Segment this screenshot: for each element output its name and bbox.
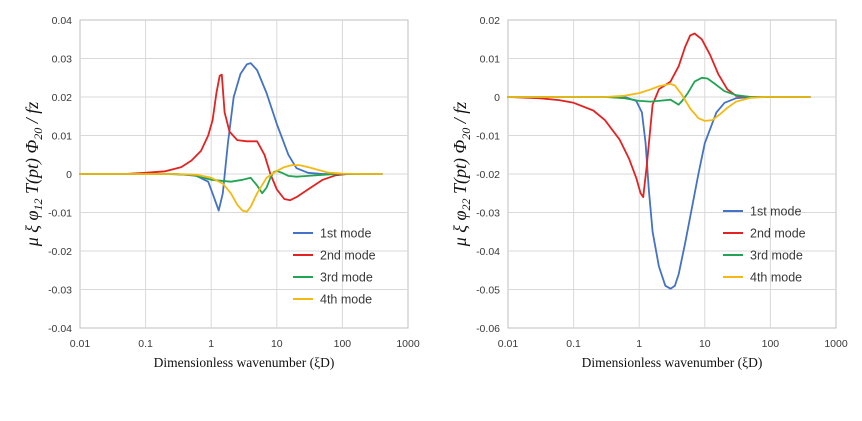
y-tick-label: 0.01	[52, 131, 73, 143]
y-tick-label: -0.06	[476, 323, 500, 335]
y-axis-title-part: /	[22, 116, 42, 128]
legend: 1st mode 2nd mode 3rd mode 4th mode	[293, 227, 376, 307]
y-tick-label: -0.03	[476, 208, 500, 220]
x-axis-title: Dimensionless wavenumber (ξD)	[582, 355, 763, 370]
x-tick-label: 100	[334, 338, 352, 350]
y-axis-title-part: ξ	[22, 225, 42, 238]
y-axis-title-part: Φ	[450, 140, 470, 159]
y-tick-label: -0.03	[48, 285, 72, 297]
y-tick-label: -0.04	[476, 246, 500, 258]
y-axis-title-part: ξ	[450, 225, 470, 238]
x-tick-label: 0.1	[566, 338, 581, 350]
y-axis-title-part: φ	[450, 210, 470, 225]
y-tick-label: -0.01	[476, 131, 500, 143]
y-axis-title-part: Φ	[22, 140, 42, 159]
y-axis-title-subscript: 12	[31, 199, 45, 211]
chart-panel-2: 0.01 0.1 1 10 100 1000 0.02 0.01 0 -0.01 -0.02 -0.0…	[450, 15, 848, 370]
y-axis-title-part: T(pt)	[450, 158, 471, 199]
y-tick-label: 0.04	[52, 15, 73, 27]
y-tick-label: 0.02	[480, 15, 501, 27]
series-line-2nd-mode	[79, 73, 383, 202]
legend-label: 4th mode	[750, 271, 802, 285]
y-axis-title-part: fz	[450, 102, 470, 119]
y-axis-title: μ ξ φ22 T(pt) Φ20 / fz	[450, 102, 473, 247]
legend-label: 3rd mode	[320, 271, 373, 285]
y-axis-title-subscript: 22	[459, 199, 473, 211]
series-line-3rd-mode	[507, 76, 811, 106]
y-tick-label: 0.01	[480, 54, 501, 66]
y-tick-label: -0.02	[476, 169, 500, 181]
y-axis-title-part: φ	[22, 210, 42, 225]
legend-label: 2nd mode	[320, 249, 376, 263]
y-axis-title-part: T(pt)	[22, 158, 43, 199]
y-tick-label: -0.02	[48, 246, 72, 258]
legend-label: 2nd mode	[750, 227, 806, 241]
x-tick-label: 0.01	[498, 338, 519, 350]
legend: 1st mode 2nd mode 3rd mode 4th mode	[723, 205, 806, 285]
y-axis-title-part: fz	[22, 102, 42, 119]
x-tick-label: 1	[636, 338, 642, 350]
legend-label: 3rd mode	[750, 249, 803, 263]
x-tick-label: 1	[208, 338, 214, 350]
x-axis-title: Dimensionless wavenumber (ξD)	[154, 355, 335, 370]
x-tick-label: 10	[271, 338, 283, 350]
x-tick-label: 0.1	[138, 338, 153, 350]
legend-label: 1st mode	[320, 227, 371, 241]
legend-label: 4th mode	[320, 293, 372, 307]
chart-panel-1: 0.01 0.1 1 10 100 1000 0.04 0.03 0.02 0.01 0 -0.01 -…	[22, 15, 420, 370]
series-line-4th-mode	[507, 83, 811, 122]
x-tick-label: 0.01	[70, 338, 91, 350]
x-tick-label: 10	[699, 338, 711, 350]
y-tick-label: -0.05	[476, 285, 500, 297]
y-tick-label: 0.03	[52, 54, 73, 66]
y-axis-title-subscript: 20	[459, 128, 473, 140]
y-tick-label: 0	[66, 169, 72, 181]
y-axis-title: μ ξ φ12 T(pt) Φ20 / fz	[22, 102, 45, 247]
y-tick-label: 0	[494, 92, 500, 104]
y-tick-label: -0.04	[48, 323, 72, 335]
legend-label: 1st mode	[750, 205, 801, 219]
y-axis-title-part: μ	[450, 237, 470, 247]
y-axis-title-part: /	[450, 116, 470, 128]
y-axis-title-subscript: 20	[31, 128, 45, 140]
x-tick-label: 1000	[824, 338, 848, 350]
x-tick-label: 1000	[396, 338, 420, 350]
x-tick-label: 100	[762, 338, 780, 350]
series-line-4th-mode	[79, 164, 383, 213]
y-axis-title-part: μ	[22, 237, 42, 247]
y-tick-label: -0.01	[48, 208, 72, 220]
y-tick-label: 0.02	[52, 92, 73, 104]
